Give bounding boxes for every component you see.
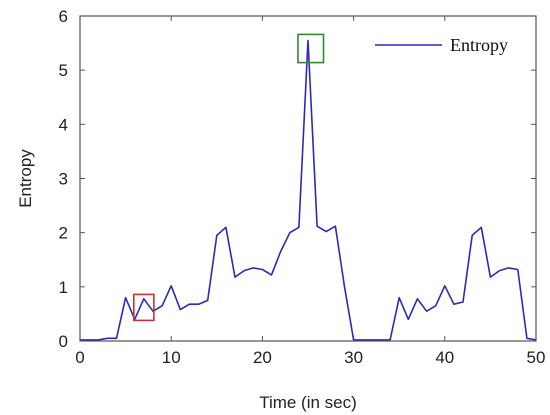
x-tick-label: 50 [527,348,546,367]
x-tick-label: 40 [435,348,454,367]
legend: Entropy [375,35,508,55]
y-tick-label: 2 [59,224,68,243]
x-axis-label: Time (in sec) [259,393,357,412]
x-tick-label: 30 [344,348,363,367]
y-tick-label: 4 [59,115,68,134]
y-tick-label: 5 [59,61,68,80]
y-tick-label: 1 [59,278,68,297]
y-axis-label: Entropy [16,149,35,208]
highlight-box-green [297,33,325,64]
series-line-entropy [80,39,537,341]
series-layer [80,39,537,341]
highlight-box-red [133,293,155,322]
ticks-layer: 0 10 20 30 40 50 0 1 2 3 4 5 6 [59,7,546,367]
y-tick-label: 0 [59,332,68,351]
y-tick-label: 6 [59,7,68,26]
x-tick-label: 0 [75,348,84,367]
x-tick-label: 10 [162,348,181,367]
plot-frame [79,15,537,342]
legend-label: Entropy [450,35,508,55]
x-tick-label: 20 [253,348,272,367]
annotation-layer [133,33,325,322]
y-tick-label: 3 [59,170,68,189]
